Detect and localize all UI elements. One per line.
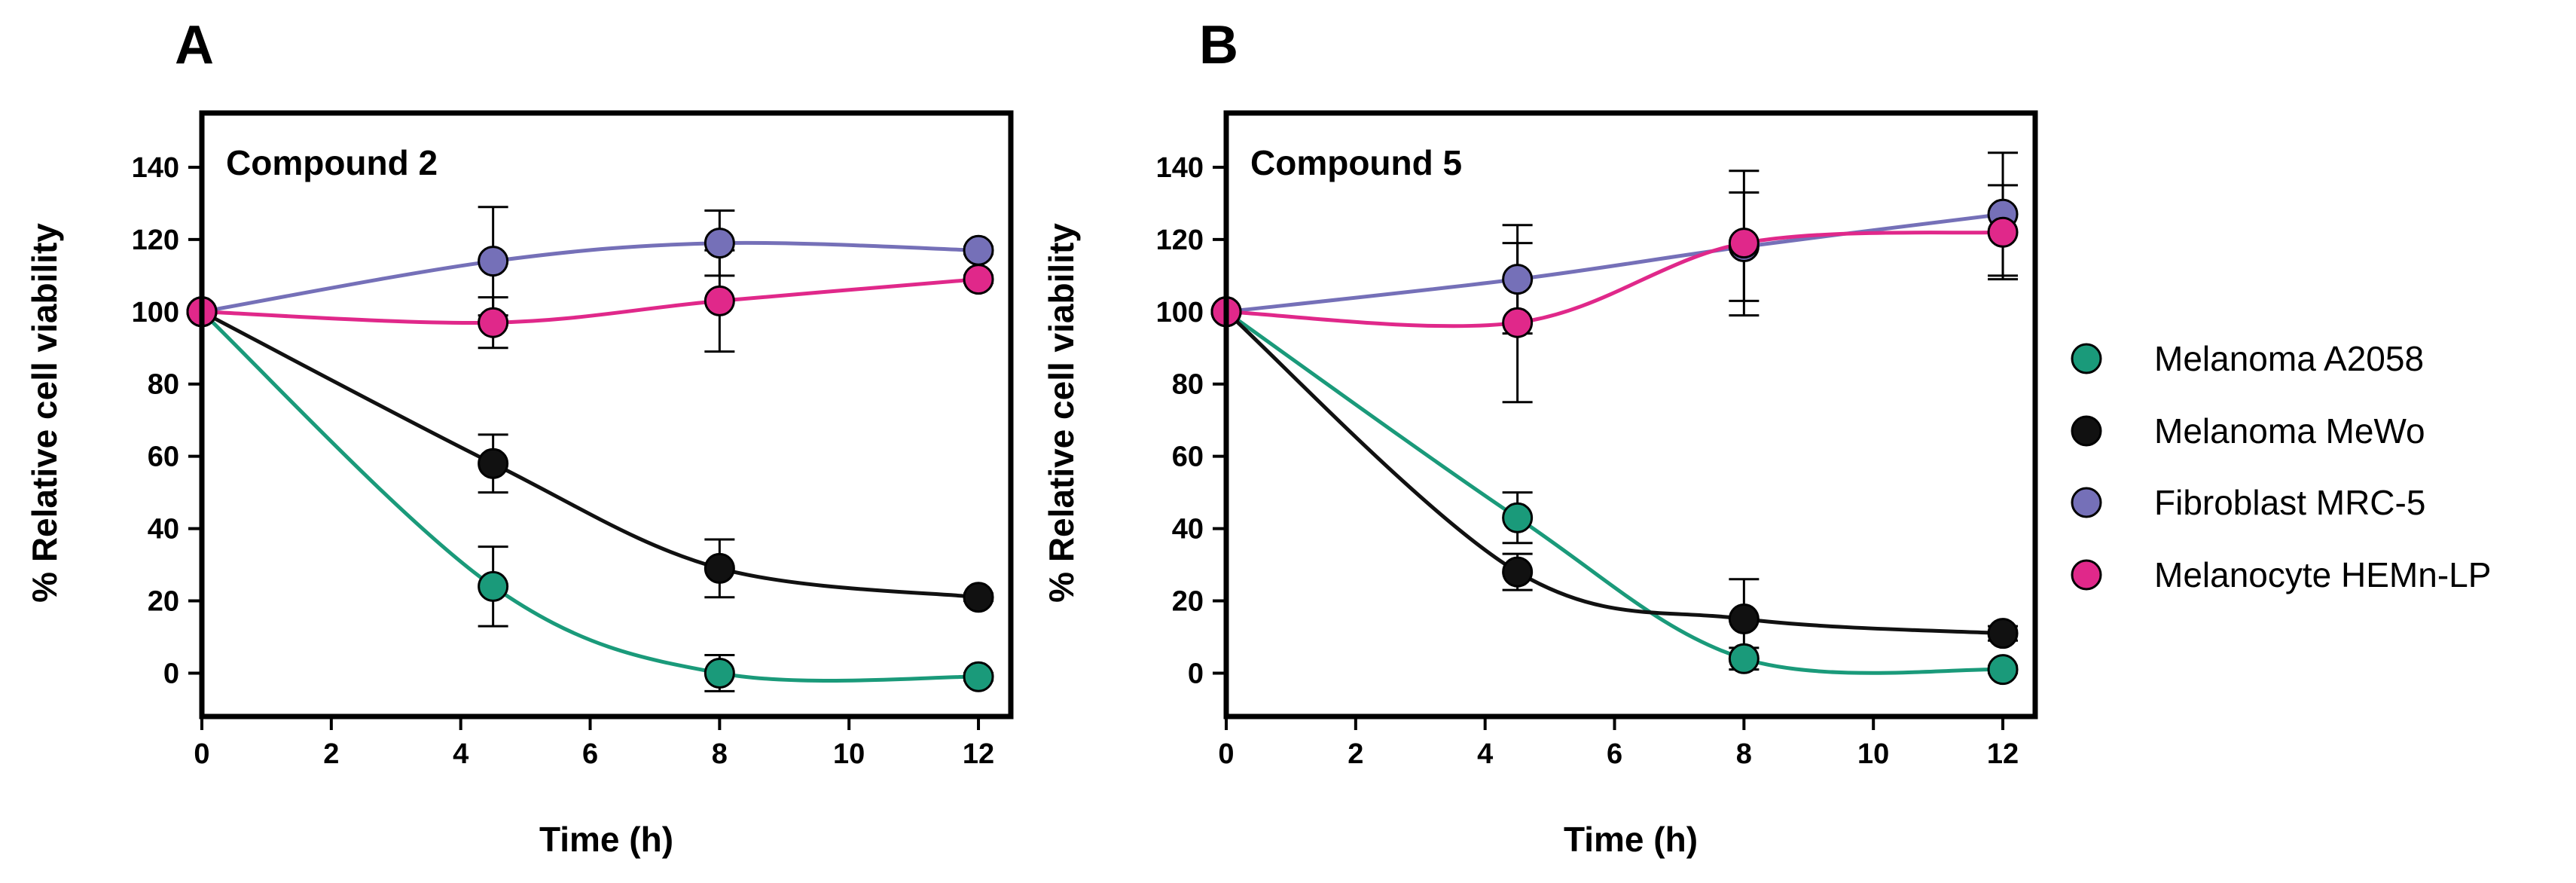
data-point xyxy=(1502,556,1534,588)
x-tick-label: 6 xyxy=(582,738,598,770)
data-point xyxy=(963,661,994,692)
data-point xyxy=(963,582,994,613)
y-tick-label: 60 xyxy=(148,442,179,473)
legend-marker xyxy=(2071,487,2102,518)
x-tick-label: 6 xyxy=(1607,738,1622,770)
data-point xyxy=(1502,502,1534,533)
data-point xyxy=(1728,643,1760,674)
data-point xyxy=(1987,654,2019,686)
data-point xyxy=(478,307,509,338)
x-tick-label: 0 xyxy=(194,738,209,770)
data-point xyxy=(478,570,509,602)
panel-letter-a: A xyxy=(175,15,214,75)
series-line xyxy=(200,310,979,600)
data-point xyxy=(1502,307,1534,338)
compound-label-b: Compound 5 xyxy=(1250,143,1462,182)
y-tick-label: 120 xyxy=(132,225,179,256)
data-point xyxy=(704,285,735,316)
y-axis-title-a: % Relative cell viability xyxy=(25,223,64,603)
data-point xyxy=(1502,264,1534,295)
data-point xyxy=(963,264,994,295)
data-point xyxy=(1987,618,2019,649)
data-point xyxy=(478,246,509,277)
x-tick-label: 8 xyxy=(1736,738,1752,770)
y-tick-label: 140 xyxy=(1156,152,1204,184)
legend-entry: Melanoma MeWo xyxy=(2071,411,2425,451)
y-tick-label: 140 xyxy=(132,152,179,184)
y-tick-label: 40 xyxy=(148,514,179,545)
y-tick-label: 40 xyxy=(1172,514,1204,545)
data-point xyxy=(963,234,994,266)
y-tick-label: 120 xyxy=(1156,225,1204,256)
data-point xyxy=(704,657,735,689)
x-tick-label: 10 xyxy=(833,738,865,770)
x-tick-label: 12 xyxy=(963,738,994,770)
x-axis-title-a: Time (h) xyxy=(539,820,673,859)
y-axis-title-b: % Relative cell viability xyxy=(1042,223,1081,603)
x-tick-label: 4 xyxy=(1477,738,1493,770)
series-line xyxy=(1225,310,2004,675)
y-tick-label: 80 xyxy=(1172,369,1204,401)
series-line xyxy=(201,240,979,314)
y-tick-label: 20 xyxy=(148,586,179,618)
data-point xyxy=(704,552,735,584)
x-tick-label: 12 xyxy=(1987,738,2019,770)
x-tick-label: 10 xyxy=(1857,738,1889,770)
panel-letter-b: B xyxy=(1199,15,1238,75)
legend-label: Melanoma MeWo xyxy=(2154,411,2425,451)
compound-label-a: Compound 2 xyxy=(226,143,438,182)
legend-entry: Melanoma A2058 xyxy=(2071,339,2424,378)
series-line xyxy=(1225,230,2004,328)
legend-label: Melanoma A2058 xyxy=(2154,339,2424,378)
data-point xyxy=(1728,603,1760,634)
x-tick-label: 2 xyxy=(323,738,339,770)
y-tick-label: 0 xyxy=(163,658,179,689)
data-point xyxy=(704,228,735,259)
y-tick-label: 60 xyxy=(1172,442,1204,473)
y-tick-label: 100 xyxy=(132,297,179,328)
series-line xyxy=(200,310,979,683)
series-line xyxy=(1225,310,2004,636)
x-tick-label: 8 xyxy=(712,738,728,770)
y-tick-label: 20 xyxy=(1172,586,1204,618)
x-tick-label: 4 xyxy=(453,738,469,770)
data-point xyxy=(1728,228,1760,259)
legend-marker xyxy=(2071,415,2102,447)
series-line xyxy=(201,277,979,325)
data-point xyxy=(1987,216,2019,248)
x-axis-title-b: Time (h) xyxy=(1564,820,1698,859)
plot-frame-a xyxy=(199,110,1014,720)
plot-frame-b xyxy=(1223,110,2038,720)
y-tick-label: 80 xyxy=(148,369,179,401)
legend-marker xyxy=(2071,559,2102,591)
legend-entry: Melanocyte HEMn-LP xyxy=(2071,555,2491,594)
x-tick-label: 2 xyxy=(1348,738,1363,770)
legend-label: Melanocyte HEMn-LP xyxy=(2154,555,2491,594)
series-line xyxy=(1225,212,2004,314)
y-tick-label: 100 xyxy=(1156,297,1204,328)
legend: Melanoma A2058 Melanoma MeWo Fibroblast … xyxy=(2071,339,2491,594)
legend-marker xyxy=(2071,343,2102,374)
legend-label: Fibroblast MRC-5 xyxy=(2154,483,2425,522)
y-tick-label: 0 xyxy=(1188,658,1204,689)
legend-entry: Fibroblast MRC-5 xyxy=(2071,483,2425,522)
x-tick-label: 0 xyxy=(1218,738,1234,770)
data-point xyxy=(478,448,509,479)
